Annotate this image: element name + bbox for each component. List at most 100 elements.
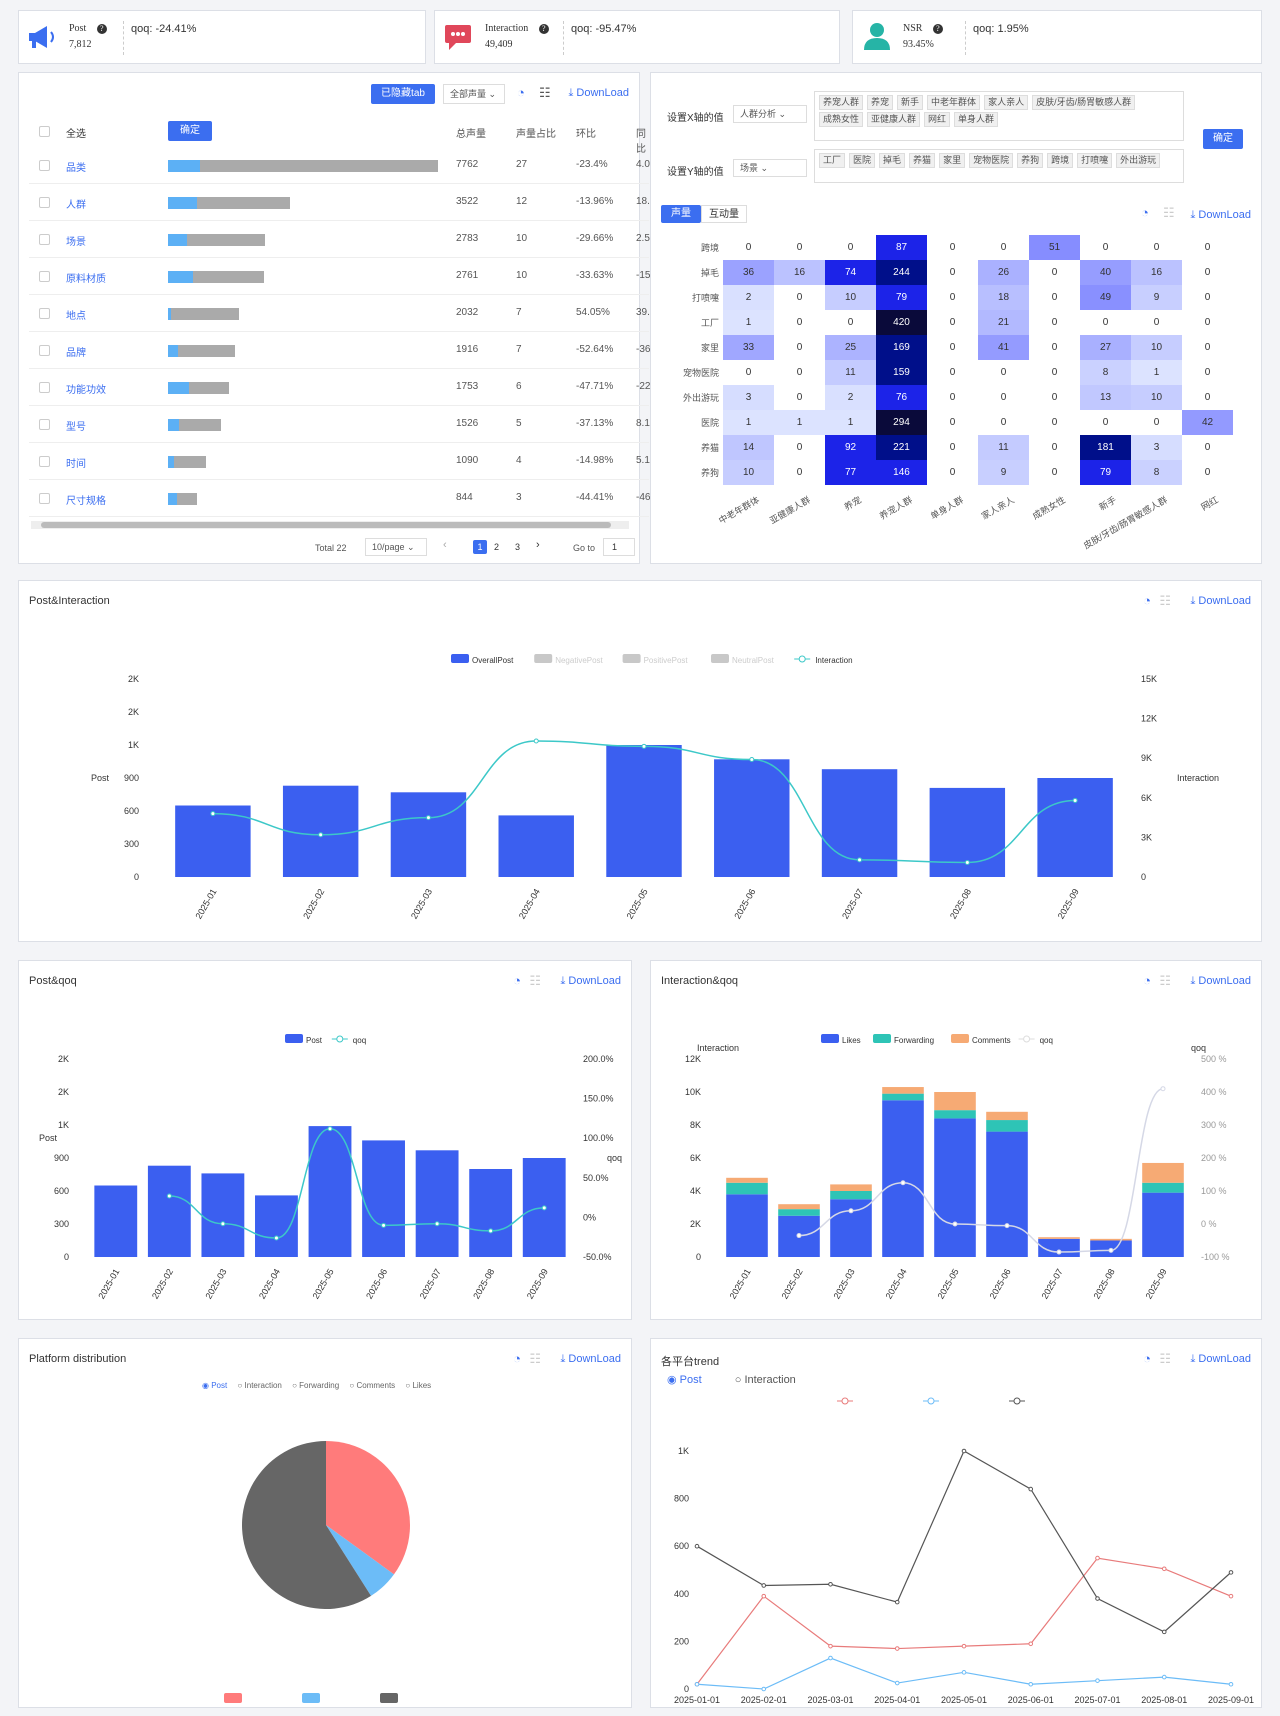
heatmap-cell[interactable]: 0 — [927, 335, 978, 360]
radio-post[interactable]: ◉ Post — [202, 1381, 228, 1390]
help-icon[interactable]: ? — [932, 24, 943, 34]
pie-chart-icon[interactable]: ◔ — [513, 1351, 521, 1366]
heatmap-cell[interactable]: 8 — [1131, 460, 1182, 485]
heatmap-cell[interactable]: 0 — [774, 335, 825, 360]
heatmap-cell[interactable]: 10 — [1131, 385, 1182, 410]
radio-post[interactable]: ◉ Post — [667, 1374, 702, 1386]
heatmap-cell[interactable]: 0 — [1029, 460, 1080, 485]
filter-tag[interactable]: 家里 — [939, 153, 966, 168]
heatmap-cell[interactable]: 10 — [1131, 335, 1182, 360]
heatmap-cell[interactable]: 0 — [723, 235, 774, 260]
filter-tag[interactable]: 单身人群 — [954, 112, 999, 127]
row-checkbox[interactable] — [39, 271, 50, 282]
table-view-icon[interactable]: ☷ — [1159, 1351, 1171, 1366]
heatmap-cell[interactable]: 40 — [1080, 260, 1131, 285]
row-name[interactable]: 品类 — [66, 163, 86, 174]
heatmap-cell[interactable]: 1 — [723, 310, 774, 335]
heatmap-cell[interactable]: 0 — [825, 310, 876, 335]
filter-tag[interactable]: 打喷嚏 — [1077, 153, 1113, 168]
heatmap-cell[interactable]: 0 — [927, 410, 978, 435]
heatmap-cell[interactable]: 0 — [1182, 435, 1233, 460]
heatmap-cell[interactable]: 0 — [1182, 360, 1233, 385]
row-checkbox[interactable] — [39, 308, 50, 319]
heatmap-cell[interactable]: 0 — [978, 235, 1029, 260]
heatmap-cell[interactable]: 0 — [927, 285, 978, 310]
heatmap-cell[interactable]: 0 — [1131, 310, 1182, 335]
filter-tag[interactable]: 跨境 — [1047, 153, 1074, 168]
heatmap-cell[interactable]: 77 — [825, 460, 876, 485]
column-header[interactable]: 声量占比 — [516, 129, 556, 140]
heatmap-cell[interactable]: 9 — [1131, 285, 1182, 310]
pie-chart-icon[interactable]: ◔ — [1143, 973, 1151, 988]
heatmap-cell[interactable]: 33 — [723, 335, 774, 360]
page-2[interactable]: 2 — [494, 542, 500, 552]
filter-tag[interactable]: 养狗 — [1017, 153, 1044, 168]
volume-select[interactable]: 全部声量 ⌄ — [443, 84, 505, 104]
filter-tag[interactable]: 外出游玩 — [1116, 153, 1161, 168]
filter-tag[interactable]: 养宠人群 — [819, 95, 864, 110]
heatmap-cell[interactable]: 11 — [978, 435, 1029, 460]
table-view-icon[interactable]: ☷ — [1159, 973, 1171, 988]
heatmap-cell[interactable]: 169 — [876, 335, 927, 360]
heatmap-cell[interactable]: 0 — [1182, 460, 1233, 485]
heatmap-cell[interactable]: 0 — [1131, 410, 1182, 435]
heatmap-cell[interactable]: 87 — [876, 235, 927, 260]
heatmap-cell[interactable]: 0 — [927, 360, 978, 385]
row-name[interactable]: 人群 — [66, 200, 86, 211]
row-name[interactable]: 型号 — [66, 422, 86, 433]
radio-likes[interactable]: ○ Likes — [405, 1381, 432, 1390]
row-checkbox[interactable] — [39, 419, 50, 430]
download-button[interactable]: ⤓ DownLoad — [1190, 1353, 1251, 1366]
heatmap-cell[interactable]: 0 — [774, 360, 825, 385]
row-checkbox[interactable] — [39, 345, 50, 356]
heatmap-cell[interactable]: 9 — [978, 460, 1029, 485]
heatmap-cell[interactable]: 0 — [927, 460, 978, 485]
y-tag-box[interactable]: 工厂 医院 掉毛 养猫 家里 宠物医院 养狗 跨境 打喷嚏 外出游玩 — [814, 149, 1184, 183]
filter-tag[interactable]: 中老年群体 — [927, 95, 981, 110]
radio-comments[interactable]: ○ Comments — [349, 1381, 396, 1390]
download-button[interactable]: ⤓ DownLoad — [1190, 209, 1251, 222]
filter-tag[interactable]: 养猫 — [909, 153, 936, 168]
row-checkbox[interactable] — [39, 160, 50, 171]
heatmap-cell[interactable]: 25 — [825, 335, 876, 360]
filter-tag[interactable]: 医院 — [849, 153, 876, 168]
heatmap-cell[interactable]: 0 — [927, 235, 978, 260]
filter-tag[interactable]: 养宠 — [867, 95, 894, 110]
pie-chart-icon[interactable]: ◔ — [513, 973, 521, 988]
table-view-icon[interactable]: ☷ — [1159, 593, 1171, 608]
next-page-icon[interactable]: › — [536, 539, 540, 551]
heatmap-cell[interactable]: 0 — [1029, 335, 1080, 360]
heatmap-cell[interactable]: 1 — [723, 410, 774, 435]
heatmap-cell[interactable]: 41 — [978, 335, 1029, 360]
heatmap-cell[interactable]: 13 — [1080, 385, 1131, 410]
x-tag-box[interactable]: 养宠人群 养宠 新手 中老年群体 家人亲人 皮肤/牙齿/肠胃敏感人群成熟女性 亚健康人群 网红… — [814, 91, 1184, 141]
filter-tag[interactable]: 新手 — [897, 95, 924, 110]
heatmap-cell[interactable]: 159 — [876, 360, 927, 385]
page-3[interactable]: 3 — [515, 542, 521, 552]
heatmap-cell[interactable]: 0 — [774, 460, 825, 485]
select-all-checkbox[interactable] — [39, 126, 50, 137]
heatmap-cell[interactable]: 16 — [774, 260, 825, 285]
heatmap-cell[interactable]: 74 — [825, 260, 876, 285]
heatmap-cell[interactable]: 51 — [1029, 235, 1080, 260]
page-1[interactable]: 1 — [473, 540, 487, 554]
heatmap-cell[interactable]: 0 — [1029, 310, 1080, 335]
tab-volume[interactable]: 声量 — [661, 205, 701, 223]
heatmap-cell[interactable]: 0 — [825, 235, 876, 260]
heatmap-cell[interactable]: 244 — [876, 260, 927, 285]
row-checkbox[interactable] — [39, 493, 50, 504]
heatmap-cell[interactable]: 2 — [825, 385, 876, 410]
heatmap-cell[interactable]: 0 — [723, 360, 774, 385]
heatmap-cell[interactable]: 0 — [1029, 260, 1080, 285]
pie-chart-icon[interactable]: ◔ — [1141, 205, 1149, 220]
heatmap-cell[interactable]: 0 — [774, 235, 825, 260]
heatmap-cell[interactable]: 0 — [1029, 385, 1080, 410]
heatmap-cell[interactable]: 79 — [876, 285, 927, 310]
heatmap-cell[interactable]: 146 — [876, 460, 927, 485]
heatmap-cell[interactable]: 26 — [978, 260, 1029, 285]
help-icon[interactable]: ? — [96, 24, 107, 34]
heatmap-cell[interactable]: 0 — [1182, 235, 1233, 260]
heatmap-cell[interactable]: 1 — [1131, 360, 1182, 385]
column-header[interactable]: 总声量 — [456, 129, 486, 140]
heatmap-cell[interactable]: 42 — [1182, 410, 1233, 435]
